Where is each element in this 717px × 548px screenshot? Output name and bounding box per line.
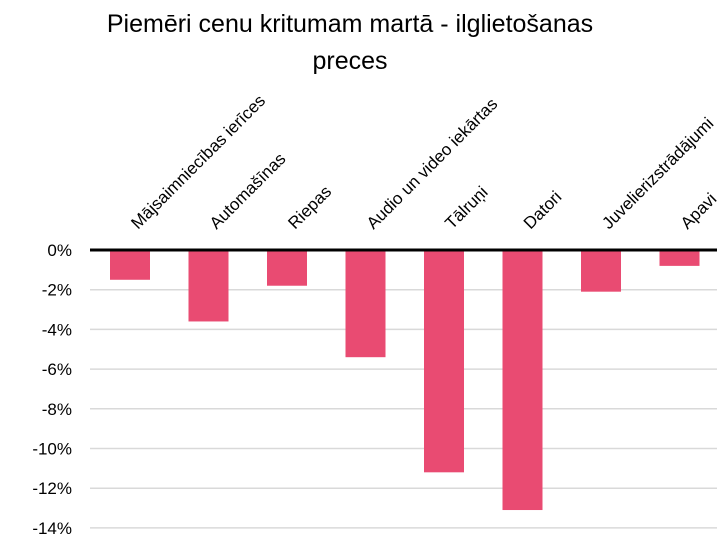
category-label: Tālruņi	[441, 183, 491, 233]
category-label: Datori	[520, 187, 566, 233]
bar	[110, 250, 150, 280]
bars	[110, 250, 700, 511]
bar	[659, 250, 700, 266]
y-tick-label: -4%	[42, 320, 72, 339]
category-label: Automašīnas	[206, 149, 290, 233]
y-tick-label: -8%	[42, 400, 72, 419]
y-tick-label: 0%	[47, 241, 72, 260]
category-label: Mājsaimniecības ierīces	[127, 91, 269, 233]
bar	[502, 250, 543, 511]
y-tick-label: -2%	[42, 281, 72, 300]
category-labels: Mājsaimniecības ierīcesAutomašīnasRiepas…	[127, 91, 717, 233]
gridlines	[90, 288, 717, 529]
chart-title-line-2: preces	[312, 47, 388, 75]
y-tick-label: -14%	[32, 519, 72, 538]
y-tick-label: -6%	[42, 360, 72, 379]
bar	[581, 250, 621, 292]
y-tick-label: -12%	[32, 479, 72, 498]
bar	[188, 250, 229, 322]
category-label: Riepas	[284, 182, 335, 233]
chart-title: Piemēri cenu kritumam martā - ilglietoša…	[60, 6, 640, 80]
bar	[345, 250, 386, 358]
y-tick-labels: 0% -2% -4% -6% -8% -10% -12% -14%	[32, 241, 72, 538]
bar	[267, 250, 307, 286]
bar	[424, 250, 464, 473]
category-label: Apavi	[677, 189, 717, 233]
y-tick-label: -10%	[32, 440, 72, 459]
chart-title-line-1: Piemēri cenu kritumam martā - ilglietoša…	[106, 10, 594, 38]
category-label: Audio un video iekārtas	[363, 94, 501, 232]
